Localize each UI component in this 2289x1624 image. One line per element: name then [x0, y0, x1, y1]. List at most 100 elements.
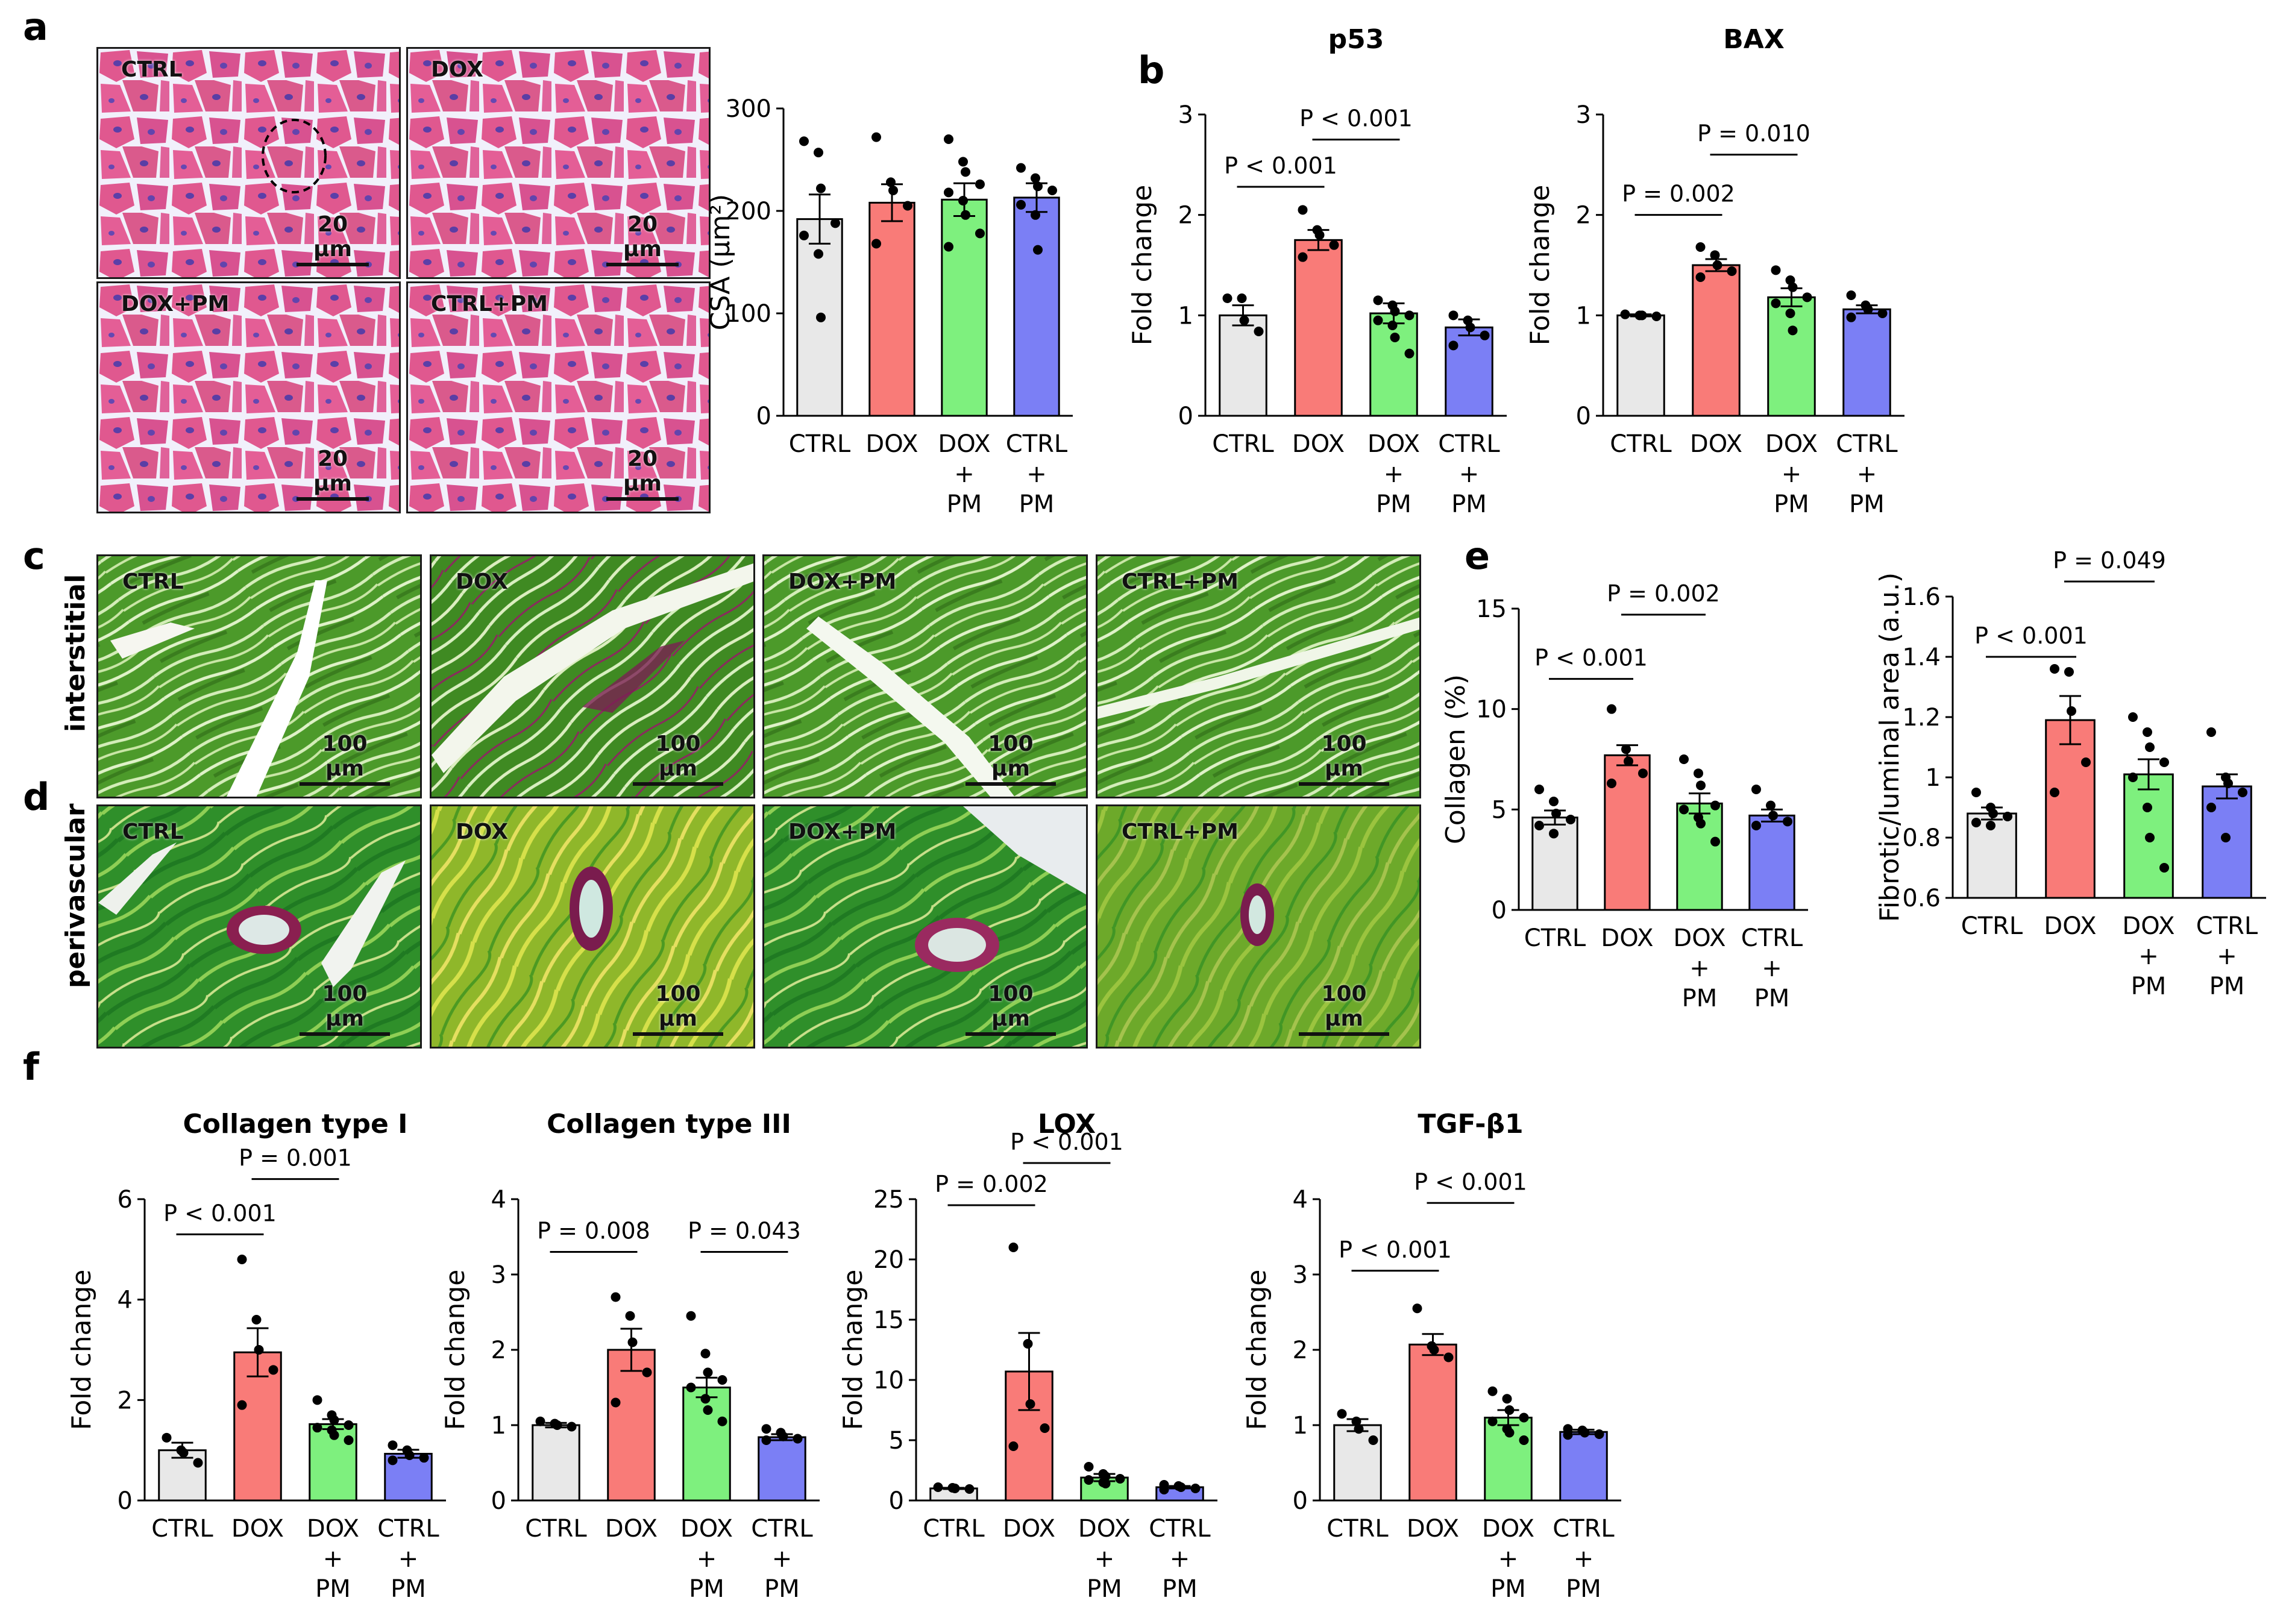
data-point — [2145, 742, 2155, 752]
he-image-doxpm: DOX+PM 20 µm — [96, 281, 401, 513]
x-tick-label: DOX — [1690, 430, 1742, 458]
y-tick-label: 2 — [1576, 202, 1591, 230]
x-tick-label: CTRL — [1741, 924, 1803, 952]
x-tick-label: DOX — [1482, 1515, 1534, 1543]
chart-title: Collagen type I — [183, 1109, 407, 1140]
peri-label-dox: DOX — [456, 820, 508, 844]
data-point — [1033, 245, 1043, 255]
data-point — [2064, 667, 2074, 677]
int-texture — [98, 556, 420, 797]
data-point — [404, 1450, 415, 1460]
y-tick-label: 3 — [1178, 101, 1193, 129]
data-point — [1751, 821, 1761, 830]
peri-label-ctrl: CTRL — [122, 820, 184, 844]
data-point — [1695, 272, 1706, 282]
data-point — [1637, 310, 1647, 321]
data-point — [814, 148, 823, 158]
data-point — [1607, 704, 1616, 714]
data-point — [1788, 325, 1798, 336]
data-point — [1115, 1474, 1125, 1484]
y-tick-label: 0 — [1178, 403, 1193, 430]
data-point — [1084, 1462, 1094, 1472]
data-point — [388, 1455, 398, 1466]
data-point — [1566, 815, 1575, 824]
data-point — [1727, 266, 1737, 276]
data-point — [2003, 812, 2012, 821]
y-tick-label: 2 — [491, 1337, 506, 1364]
x-tick-label: CTRL — [789, 430, 851, 458]
y-tick-label: 2 — [118, 1387, 133, 1414]
x-tick-label: CTRL — [1961, 912, 2023, 940]
data-point — [778, 1431, 788, 1441]
y-tick-label: 100 — [726, 300, 771, 328]
data-point — [1607, 779, 1616, 788]
y-tick-label: 0.6 — [1902, 885, 1941, 912]
he-texture — [408, 49, 709, 277]
data-point — [193, 1458, 203, 1468]
data-point — [1031, 210, 1040, 220]
x-tick-label: CTRL — [1553, 1515, 1615, 1543]
x-tick-label: + — [1689, 955, 1710, 982]
x-tick-label: DOX — [1003, 1515, 1055, 1543]
he-texture — [98, 283, 399, 512]
data-point — [344, 1435, 354, 1445]
p-value-label: P = 0.043 — [688, 1218, 801, 1244]
data-point — [1237, 293, 1247, 303]
he-label-ctrl: CTRL — [121, 57, 183, 82]
y-tick-label: 1 — [1576, 302, 1591, 330]
y-axis-label: Fold change — [66, 1270, 97, 1431]
x-tick-label: CTRL — [1524, 924, 1586, 952]
bar-dox — [1294, 239, 1343, 417]
peri-label-doxpm: DOX+PM — [788, 820, 897, 844]
data-point — [1696, 780, 1706, 791]
x-tick-label: CTRL — [377, 1515, 439, 1543]
data-point — [1429, 1345, 1439, 1355]
data-point — [1551, 809, 1561, 818]
data-point — [312, 1395, 322, 1405]
y-tick-label: 1 — [1926, 764, 1941, 792]
data-point — [1846, 290, 1856, 300]
data-point — [2221, 833, 2231, 842]
x-tick-label: + — [1170, 1545, 1190, 1573]
data-point — [961, 167, 970, 177]
bar-dox-pm — [682, 1387, 731, 1502]
bar-ctrl-pm — [1013, 196, 1060, 417]
data-point — [1023, 1339, 1033, 1349]
data-point — [1390, 333, 1400, 342]
y-tick-label: 0.8 — [1902, 824, 1941, 852]
data-point — [1190, 1484, 1201, 1493]
panel-letter-a: a — [23, 5, 48, 49]
int-label-dox: DOX — [456, 569, 508, 594]
chart-title: p53 — [1328, 24, 1384, 55]
int-image-doxpm: DOX+PM 100 µm — [762, 554, 1088, 798]
data-point — [1712, 260, 1722, 270]
p-value-label: P = 0.001 — [239, 1145, 352, 1171]
peri-scalebar-ctrlpm: 100 µm — [1299, 982, 1389, 1036]
data-point — [1329, 240, 1339, 250]
he-texture — [98, 49, 399, 277]
data-point — [1487, 1386, 1498, 1396]
data-point — [344, 1420, 354, 1430]
int-scalebar-ctrlpm: 100 µm — [1299, 732, 1389, 786]
data-point — [950, 1484, 960, 1493]
data-point — [799, 230, 809, 240]
data-point — [1549, 829, 1559, 839]
data-point — [814, 249, 823, 259]
data-point — [1016, 163, 1026, 173]
y-axis-label: Fold change — [838, 1270, 868, 1431]
data-point — [944, 134, 953, 144]
y-tick-label: 0 — [756, 403, 771, 430]
data-point — [793, 1434, 803, 1444]
data-point — [1624, 756, 1633, 767]
peri-texture — [98, 806, 420, 1047]
data-point — [1448, 310, 1458, 321]
data-point — [254, 1345, 264, 1355]
int-image-dox: DOX 100 µm — [430, 554, 755, 798]
x-tick-label: + — [1498, 1545, 1519, 1573]
x-tick-label: + — [398, 1545, 419, 1573]
p-value-label: P < 0.001 — [1010, 1129, 1123, 1155]
data-point — [1480, 330, 1490, 340]
data-point — [717, 1375, 727, 1385]
